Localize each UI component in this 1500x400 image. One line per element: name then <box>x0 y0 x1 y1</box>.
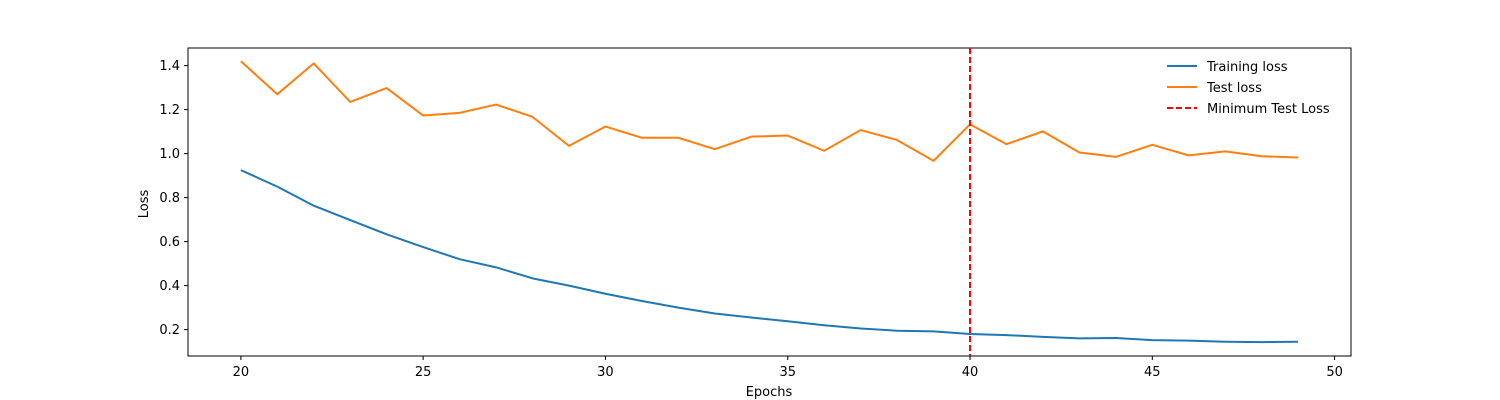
y-tick-label-1.4: 1.4 <box>159 59 180 74</box>
y-axis-ticks: 0.2 0.4 0.6 0.8 1.0 1.2 1.4 <box>159 59 188 338</box>
x-axis-title: Epochs <box>746 385 793 400</box>
series-line-training-loss <box>240 169 1299 344</box>
legend: Training loss Test loss Minimum Test Los… <box>1167 60 1330 117</box>
legend-label-minimum-test-loss: Minimum Test Loss <box>1207 102 1330 117</box>
y-tick-label-0.8: 0.8 <box>159 191 180 206</box>
x-axis-ticks: 20 25 30 35 40 45 50 <box>233 356 1343 380</box>
series-layer <box>240 60 1299 344</box>
plot-frame <box>187 47 1352 357</box>
y-axis-title: Loss <box>137 190 152 219</box>
legend-label-training-loss: Training loss <box>1206 60 1288 75</box>
x-tick-label-45: 45 <box>1144 365 1161 380</box>
x-tick-label-25: 25 <box>415 365 432 380</box>
y-tick-label-0.6: 0.6 <box>159 235 180 250</box>
y-tick-label-1: 1.0 <box>159 147 180 162</box>
series-line-test-loss <box>240 60 1299 162</box>
x-tick-label-40: 40 <box>962 365 979 380</box>
y-tick-label-1.2: 1.2 <box>159 103 180 118</box>
legend-label-test-loss: Test loss <box>1206 81 1262 96</box>
x-tick-label-35: 35 <box>779 365 796 380</box>
y-tick-label-0.2: 0.2 <box>159 323 180 338</box>
x-tick-label-20: 20 <box>233 365 250 380</box>
x-tick-label-30: 30 <box>597 365 614 380</box>
x-tick-label-50: 50 <box>1326 365 1343 380</box>
y-tick-label-0.4: 0.4 <box>159 279 180 294</box>
plot-area <box>187 47 1352 357</box>
